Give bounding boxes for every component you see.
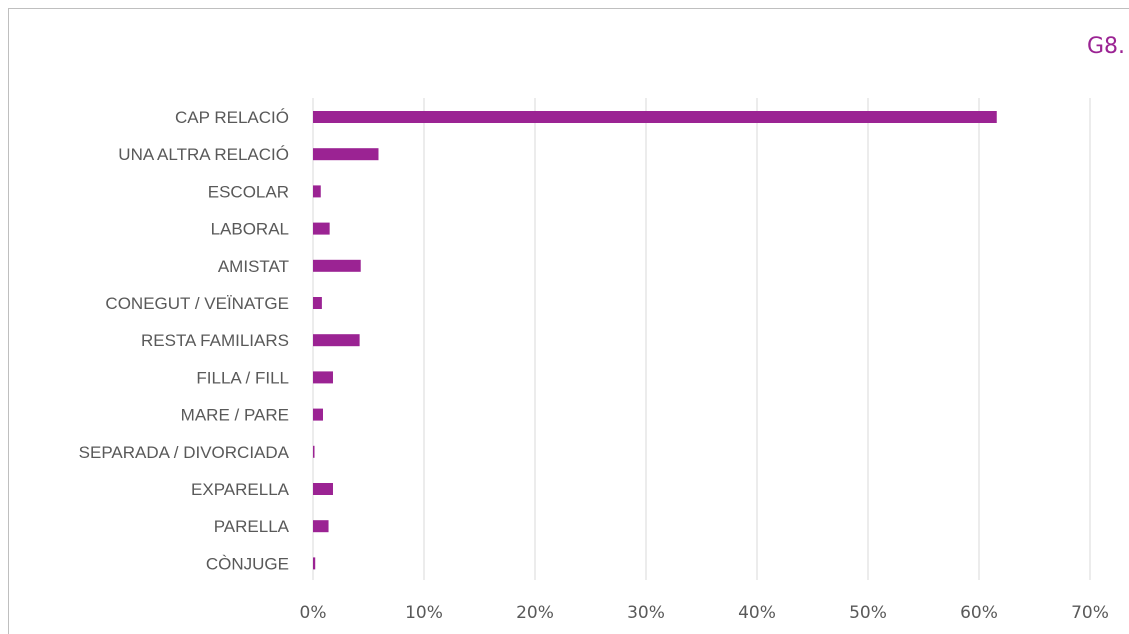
- category-label: EXPARELLA: [191, 480, 290, 499]
- category-label: RESTA FAMILIARS: [141, 331, 289, 350]
- figure-id: G8.: [1086, 34, 1125, 59]
- bar: [313, 408, 323, 421]
- bar: [313, 297, 322, 309]
- category-label: CONEGUT / VEÏNATGE: [105, 294, 289, 313]
- x-tick-labels: 0% 10% 20% 30% 40% 50% 60% 70%: [300, 603, 1109, 623]
- chart-frame: [8, 8, 1129, 634]
- category-label: PARELLA: [214, 517, 290, 536]
- bar: [313, 185, 321, 198]
- grid-lines: [312, 98, 1091, 580]
- x-tick-label: 0%: [300, 603, 327, 623]
- x-tick-label: 30%: [627, 603, 665, 623]
- category-label: MARE / PARE: [181, 406, 289, 425]
- bar: [313, 445, 315, 458]
- category-label: UNA ALTRA RELACIÓ: [118, 145, 289, 164]
- category-label: FILLA / FILL: [196, 368, 289, 387]
- bar: [313, 520, 329, 533]
- bar: [313, 222, 330, 235]
- x-tick-label: 20%: [516, 603, 554, 623]
- category-label: ESCOLAR: [208, 182, 289, 201]
- bar: [313, 483, 333, 495]
- bar: [313, 111, 997, 123]
- x-tick-label: 70%: [1071, 603, 1109, 623]
- x-tick-label: 40%: [738, 603, 776, 623]
- bar: [313, 148, 379, 161]
- category-label: AMISTAT: [218, 257, 289, 276]
- category-label: SEPARADA / DIVORCIADA: [79, 443, 290, 462]
- category-label: LABORAL: [211, 220, 289, 239]
- bars: [313, 111, 997, 570]
- bar: [313, 334, 360, 347]
- category-labels: CAP RELACIÓ UNA ALTRA RELACIÓ ESCOLAR LABOR…: [79, 108, 290, 573]
- x-tick-label: 60%: [960, 603, 998, 623]
- bar: [313, 259, 361, 272]
- category-label: CAP RELACIÓ: [175, 108, 289, 127]
- bar: [313, 371, 333, 384]
- category-label: CÒNJUGE: [206, 554, 289, 573]
- x-tick-label: 50%: [849, 603, 887, 623]
- bar: [313, 557, 316, 570]
- x-tick-label: 10%: [405, 603, 443, 623]
